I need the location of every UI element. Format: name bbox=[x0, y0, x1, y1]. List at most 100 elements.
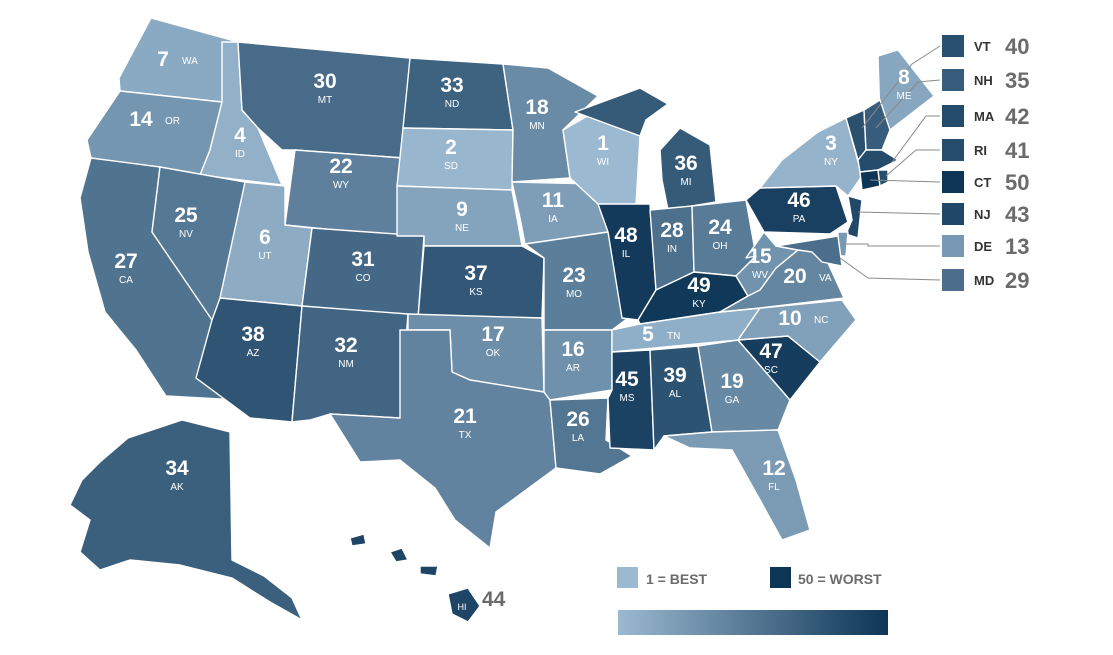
state-abbr-nm: NM bbox=[338, 359, 354, 370]
side-rank-de: 13 bbox=[1005, 234, 1029, 259]
legend-worst-swatch bbox=[770, 567, 791, 588]
state-rank-ok: 17 bbox=[481, 323, 504, 346]
state-wv[interactable] bbox=[735, 231, 799, 297]
state-nj[interactable] bbox=[845, 195, 863, 239]
legend-best-swatch bbox=[617, 567, 638, 588]
side-rank-md: 29 bbox=[1005, 268, 1029, 293]
state-nc[interactable] bbox=[719, 299, 857, 363]
legend: 1 = BEST 50 = WORST bbox=[617, 567, 888, 635]
legend-gradient-bar bbox=[618, 610, 888, 635]
state-rank-me: 8 bbox=[898, 66, 910, 89]
legend-best-label: 1 = BEST bbox=[646, 571, 708, 587]
leader-line-ct bbox=[869, 179, 941, 183]
state-tx[interactable] bbox=[329, 329, 557, 549]
state-fl[interactable] bbox=[663, 429, 811, 541]
state-rank-ks: 37 bbox=[464, 262, 487, 285]
state-rank-la: 26 bbox=[566, 408, 589, 431]
state-ny[interactable] bbox=[759, 117, 863, 197]
state-hi[interactable] bbox=[349, 533, 481, 623]
state-rank-sd: 2 bbox=[445, 136, 457, 159]
legend-worst-label: 50 = WORST bbox=[798, 571, 882, 587]
state-ar[interactable] bbox=[543, 329, 613, 401]
state-abbr-nv: NV bbox=[179, 229, 193, 240]
state-abbr-mn: MN bbox=[529, 121, 545, 132]
state-rank-ga: 19 bbox=[720, 370, 743, 393]
state-abbr-la: LA bbox=[572, 433, 585, 444]
state-abbr-al: AL bbox=[669, 389, 682, 400]
side-abbr-md: MD bbox=[974, 273, 994, 288]
state-rank-wy: 22 bbox=[329, 155, 352, 178]
state-abbr-ok: OK bbox=[486, 348, 501, 359]
state-rank-va: 20 bbox=[783, 265, 806, 288]
state-abbr-va: VA bbox=[819, 273, 832, 284]
state-ri[interactable] bbox=[877, 169, 889, 187]
state-abbr-or: OR bbox=[165, 116, 180, 127]
state-ga[interactable] bbox=[697, 339, 791, 433]
state-mi[interactable] bbox=[574, 87, 717, 211]
side-swatch-ct bbox=[942, 171, 964, 193]
state-abbr-pa: PA bbox=[793, 214, 806, 225]
state-rank-id: 4 bbox=[234, 124, 246, 147]
state-rank-wi: 1 bbox=[597, 132, 609, 155]
state-abbr-nc: NC bbox=[814, 315, 828, 326]
state-rank-tx: 21 bbox=[453, 405, 477, 428]
state-rank-mn: 18 bbox=[525, 96, 549, 119]
side-rank-ma: 42 bbox=[1005, 104, 1029, 129]
state-abbr-oh: OH bbox=[713, 241, 728, 252]
state-rank-nd: 33 bbox=[440, 74, 463, 97]
state-abbr-mt: MT bbox=[318, 95, 332, 106]
state-ks[interactable] bbox=[417, 245, 545, 319]
state-md[interactable] bbox=[775, 235, 843, 267]
state-ma[interactable] bbox=[857, 149, 899, 173]
state-rank-ca: 27 bbox=[114, 250, 137, 273]
side-abbr-vt: VT bbox=[974, 39, 991, 54]
state-rank-ky: 49 bbox=[687, 274, 710, 297]
state-abbr-me: ME bbox=[897, 91, 912, 102]
side-abbr-nj: NJ bbox=[974, 207, 991, 222]
side-swatch-de bbox=[942, 235, 964, 257]
state-rank-al: 39 bbox=[663, 364, 686, 387]
leader-line-ma bbox=[891, 115, 940, 163]
state-rank-ia: 11 bbox=[542, 189, 565, 212]
state-rank-oh: 24 bbox=[708, 216, 732, 239]
state-rank-tn: 5 bbox=[642, 323, 654, 346]
state-ak[interactable] bbox=[69, 419, 303, 621]
state-rank-nv: 25 bbox=[174, 204, 198, 227]
state-rank-az: 38 bbox=[241, 323, 265, 346]
state-abbr-ar: AR bbox=[566, 363, 580, 374]
leader-line-md bbox=[839, 257, 941, 281]
state-rank-co: 31 bbox=[351, 248, 375, 271]
state-wa[interactable] bbox=[118, 17, 239, 103]
side-swatch-vt bbox=[942, 35, 964, 57]
side-swatch-nh bbox=[942, 69, 964, 91]
state-rank-ms: 45 bbox=[615, 368, 639, 391]
state-rank-sc: 47 bbox=[759, 340, 782, 363]
state-abbr-ca: CA bbox=[119, 275, 133, 286]
state-abbr-sd: SD bbox=[444, 161, 458, 172]
state-abbr-wy: WY bbox=[333, 180, 349, 191]
state-nh[interactable] bbox=[863, 99, 891, 151]
state-rank-hi: 44 bbox=[482, 588, 506, 611]
leader-line-de bbox=[842, 243, 940, 247]
side-abbr-ma: MA bbox=[974, 109, 995, 124]
leader-line-nh bbox=[875, 79, 941, 129]
state-rank-ne: 9 bbox=[456, 198, 468, 221]
state-abbr-wi: WI bbox=[597, 157, 609, 168]
state-abbr-ak: AK bbox=[170, 482, 184, 493]
state-rank-mt: 30 bbox=[313, 70, 336, 93]
side-abbr-ri: RI bbox=[974, 143, 987, 158]
state-rank-wa: 7 bbox=[157, 48, 169, 71]
side-rank-nh: 35 bbox=[1005, 68, 1029, 93]
side-abbr-nh: NH bbox=[974, 73, 993, 88]
state-abbr-il: IL bbox=[622, 249, 631, 260]
state-rank-ut: 6 bbox=[259, 226, 271, 249]
state-abbr-tn: TN bbox=[667, 331, 680, 342]
leader-line-nj bbox=[857, 211, 941, 215]
state-abbr-in: IN bbox=[667, 244, 677, 255]
state-abbr-ms: MS bbox=[620, 393, 635, 404]
side-rank-vt: 40 bbox=[1005, 34, 1029, 59]
state-abbr-mo: MO bbox=[566, 289, 582, 300]
state-abbr-az: AZ bbox=[247, 348, 260, 359]
